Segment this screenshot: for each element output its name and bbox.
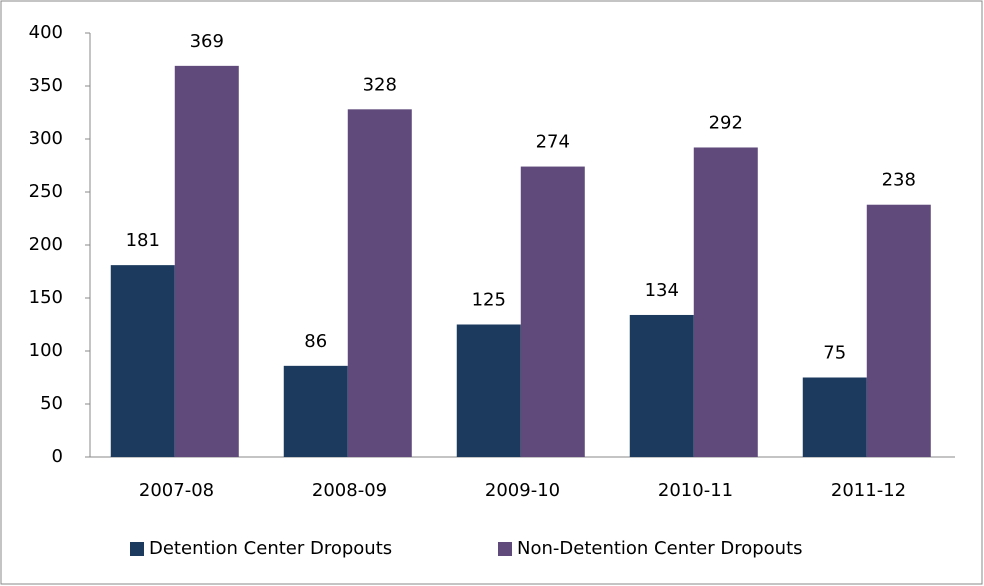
data-label: 369: [190, 31, 224, 52]
data-label: 134: [645, 280, 679, 301]
bar: [110, 265, 175, 457]
x-tick-label: 2011-12: [831, 480, 906, 501]
data-label: 181: [126, 230, 160, 251]
bar: [693, 147, 758, 458]
bar: [802, 377, 867, 457]
bar: [520, 166, 585, 457]
data-label: 125: [472, 290, 506, 311]
x-tick-label: 2007-08: [139, 480, 214, 501]
x-tick-label: 2008-09: [312, 480, 387, 501]
bar: [174, 65, 239, 458]
data-label: 86: [304, 331, 327, 352]
bar: [347, 109, 412, 457]
bar: [866, 204, 931, 457]
data-label: 292: [709, 112, 743, 133]
y-tick-label: 200: [29, 234, 63, 255]
legend-label: Detention Center Dropouts: [149, 538, 392, 559]
data-label: 238: [882, 170, 916, 191]
data-label: 75: [823, 343, 846, 364]
bar: [283, 365, 348, 457]
y-tick-label: 0: [52, 446, 63, 467]
data-label: 328: [363, 74, 397, 95]
legend-label: Non-Detention Center Dropouts: [517, 538, 803, 559]
y-tick-label: 350: [29, 75, 63, 96]
y-tick-label: 300: [29, 128, 63, 149]
x-tick-label: 2010-11: [658, 480, 733, 501]
y-tick-label: 400: [29, 22, 63, 43]
data-label: 274: [536, 132, 570, 153]
y-tick-label: 250: [29, 181, 63, 202]
x-tick-label: 2009-10: [485, 480, 560, 501]
y-tick-label: 100: [29, 340, 63, 361]
bar: [629, 314, 694, 457]
y-tick-label: 150: [29, 287, 63, 308]
y-tick-label: 50: [40, 393, 63, 414]
legend-swatch: [130, 542, 144, 556]
bar: [456, 324, 521, 457]
legend-swatch: [498, 542, 512, 556]
